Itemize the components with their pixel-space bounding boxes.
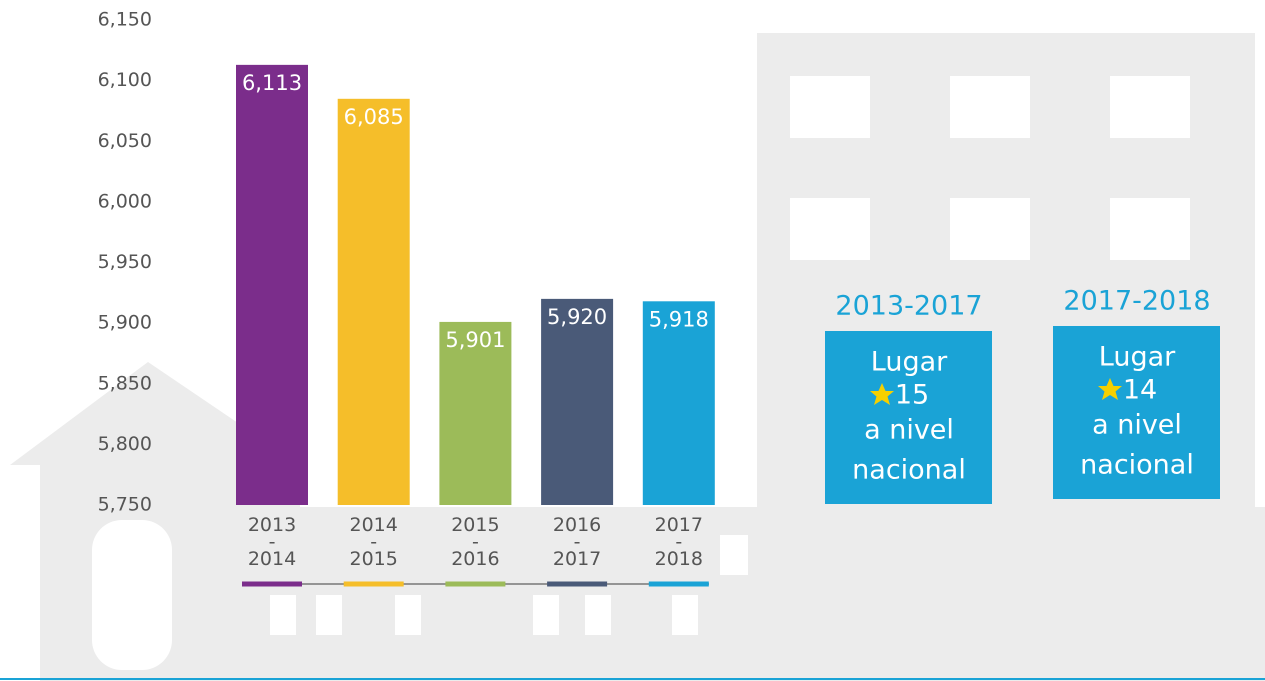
annotation-label: Lugar xyxy=(871,347,948,378)
annotation-note: a nivel xyxy=(1092,410,1182,441)
y-tick-label: 5,850 xyxy=(98,372,152,394)
annotation-period: 2017-2018 xyxy=(1063,286,1210,317)
y-tick-label: 5,750 xyxy=(98,494,152,516)
annotation-rank: 14 xyxy=(1123,375,1157,406)
value-label: 6,113 xyxy=(242,71,302,95)
bar xyxy=(236,64,308,506)
x-tick-label: 2016 - 2017 xyxy=(552,514,602,570)
annotation-note: nacional xyxy=(1080,450,1194,481)
y-tick-label: 6,100 xyxy=(98,69,152,91)
annotation-box xyxy=(825,331,992,504)
annotation-label: Lugar xyxy=(1099,342,1176,373)
x-tick-label: 2013 - 2014 xyxy=(247,514,297,570)
x-tick-label: 2017 - 2018 xyxy=(654,514,703,570)
y-tick-label: 6,000 xyxy=(98,190,152,212)
star-icon xyxy=(1098,378,1122,400)
y-tick-label: 5,800 xyxy=(98,433,152,455)
bar xyxy=(642,301,715,505)
annotation-note: a nivel xyxy=(864,415,954,446)
bar xyxy=(439,321,512,505)
value-label: 5,918 xyxy=(649,307,709,331)
y-tick-label: 5,950 xyxy=(98,251,152,273)
annotation-rank: 15 xyxy=(895,380,929,411)
value-label: 5,901 xyxy=(445,328,505,352)
annotation-note: nacional xyxy=(852,455,966,486)
bar xyxy=(541,298,614,505)
x-tick-label: 2014 - 2015 xyxy=(349,514,398,570)
annotation-box xyxy=(1053,326,1220,499)
value-label: 5,920 xyxy=(547,305,607,329)
annotation-period: 2013-2017 xyxy=(835,291,982,322)
y-tick-label: 6,150 xyxy=(98,9,152,31)
bar xyxy=(337,98,410,505)
y-tick-label: 6,050 xyxy=(98,130,152,152)
value-label: 6,085 xyxy=(344,105,404,129)
y-tick-label: 5,900 xyxy=(98,312,152,334)
x-tick-label: 2015 - 2016 xyxy=(451,514,500,570)
star-icon xyxy=(870,383,894,405)
